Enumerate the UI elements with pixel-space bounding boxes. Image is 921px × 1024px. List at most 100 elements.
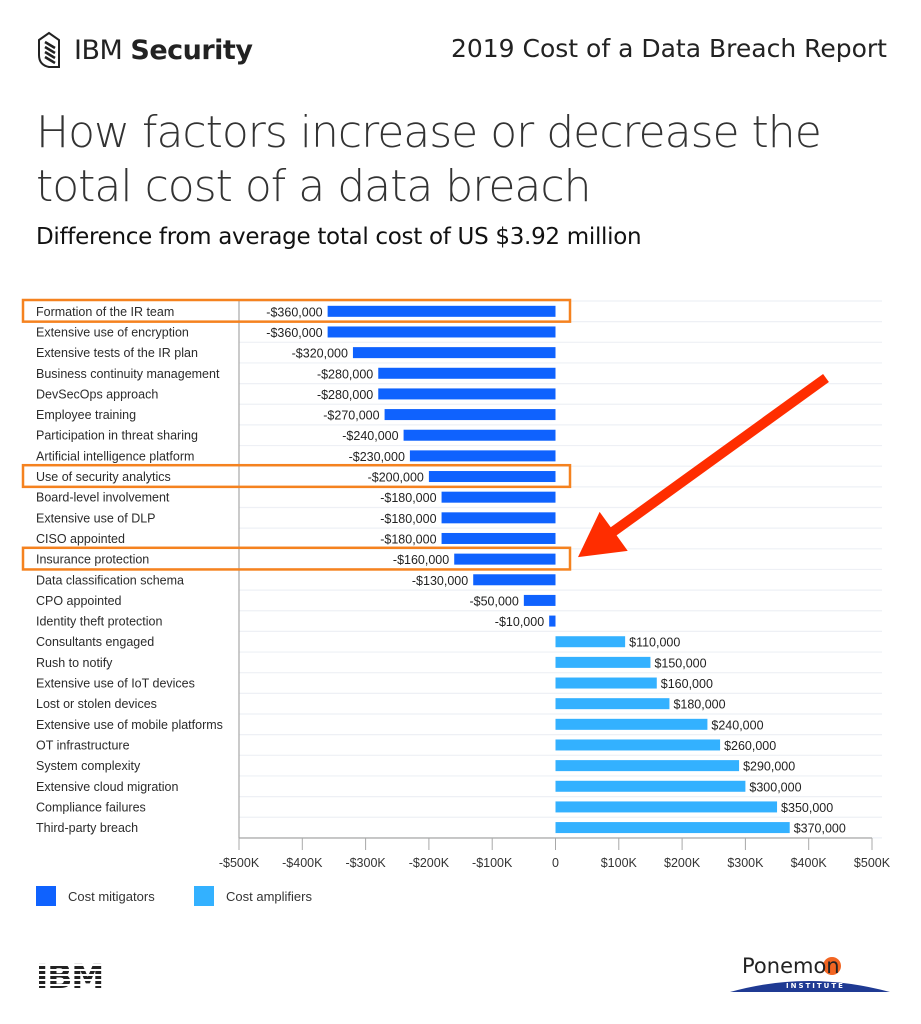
x-tick-label: $500K xyxy=(854,856,891,870)
value-label: $110,000 xyxy=(629,636,680,650)
value-label: $240,000 xyxy=(711,718,763,732)
ibm-logo: IBM xyxy=(36,960,110,992)
category-label: System complexity xyxy=(36,759,141,773)
chart-title-line1: How factors increase or decrease the xyxy=(36,107,822,158)
category-label: Rush to notify xyxy=(36,656,113,670)
bar-mitigator xyxy=(327,326,556,338)
category-label: DevSecOps approach xyxy=(36,387,158,401)
x-tick-label: -$400K xyxy=(282,856,323,870)
value-label: -$160,000 xyxy=(393,553,449,567)
legend-label: Cost mitigators xyxy=(68,889,155,904)
chart-subtitle: Difference from average total cost of US… xyxy=(36,224,642,250)
brand-security: Security xyxy=(130,34,253,66)
category-label: Insurance protection xyxy=(36,553,149,567)
x-tick-label: $300K xyxy=(727,856,764,870)
category-label: Data classification schema xyxy=(36,573,184,587)
bar-mitigator xyxy=(378,388,556,400)
bar-amplifier xyxy=(555,677,657,689)
bar-mitigator xyxy=(473,574,556,586)
bar-amplifier xyxy=(555,698,670,710)
bar-mitigator xyxy=(403,429,556,441)
value-label: -$320,000 xyxy=(292,347,348,361)
category-label: CPO appointed xyxy=(36,594,122,608)
category-label: Business continuity management xyxy=(36,367,220,381)
value-labels: -$360,000 -$360,000 -$320,000 -$280,000 -$28… xyxy=(266,305,846,835)
legend-label: Cost amplifiers xyxy=(226,889,312,904)
value-label: $370,000 xyxy=(794,822,846,836)
bar-mitigator xyxy=(327,305,556,317)
category-label: CISO appointed xyxy=(36,532,125,546)
bar-mitigator xyxy=(441,512,556,524)
value-label: $160,000 xyxy=(661,677,713,691)
bar-mitigator xyxy=(409,450,556,462)
bar-amplifier xyxy=(555,656,651,668)
bar-mitigator xyxy=(384,409,556,421)
value-label: -$270,000 xyxy=(323,409,379,423)
value-label: -$130,000 xyxy=(412,574,468,588)
arrow-icon xyxy=(578,373,829,558)
value-label: $350,000 xyxy=(781,801,833,815)
bar-mitigator xyxy=(352,347,556,359)
value-label: -$230,000 xyxy=(349,450,405,464)
value-label: -$50,000 xyxy=(469,594,518,608)
value-label: $290,000 xyxy=(743,760,795,774)
ponemon-logo-text: Ponemon xyxy=(742,954,840,978)
value-label: -$280,000 xyxy=(317,367,373,381)
value-label: $150,000 xyxy=(654,656,706,670)
bar-mitigator xyxy=(549,615,556,627)
category-label: Extensive use of mobile platforms xyxy=(36,718,223,732)
category-label: Formation of the IR team xyxy=(36,305,174,319)
report-title: 2019 Cost of a Data Breach Report xyxy=(450,34,887,63)
bar-mitigator xyxy=(454,553,556,565)
x-tick-label: $400K xyxy=(791,856,828,870)
bar-amplifier xyxy=(555,780,746,792)
x-tick-label: -$300K xyxy=(345,856,386,870)
bar-chart: Formation of the IR team Extensive use of… xyxy=(21,298,891,906)
brand-ibm: IBM xyxy=(74,34,123,66)
ponemon-sun-icon xyxy=(823,957,841,975)
x-tick-label: -$200K xyxy=(409,856,450,870)
value-label: -$280,000 xyxy=(317,388,373,402)
chart-title: How factors increase or decrease the tot… xyxy=(36,106,896,214)
category-label: Participation in threat sharing xyxy=(36,429,198,443)
legend-swatch xyxy=(36,886,56,906)
x-tick-label: $200K xyxy=(664,856,701,870)
ibm-security-logo: IBM Security xyxy=(36,30,253,70)
category-label: Extensive use of IoT devices xyxy=(36,677,195,691)
value-label: -$180,000 xyxy=(380,532,436,546)
value-label: -$240,000 xyxy=(342,429,398,443)
bar-amplifier xyxy=(555,718,708,730)
value-label: $180,000 xyxy=(673,698,725,712)
category-labels: Formation of the IR team Extensive use of… xyxy=(36,305,223,835)
legend-swatch xyxy=(194,886,214,906)
highlight-boxes xyxy=(21,298,572,571)
chart-title-line2: total cost of a data breach xyxy=(36,161,591,212)
category-label: Identity theft protection xyxy=(36,615,163,629)
value-label: -$360,000 xyxy=(266,326,322,340)
bar-mitigator xyxy=(378,367,556,379)
category-label: OT infrastructure xyxy=(36,738,130,752)
bars xyxy=(327,305,790,834)
annotation-arrow xyxy=(578,373,829,558)
bar-amplifier xyxy=(555,739,721,751)
highlight-box xyxy=(21,463,572,489)
ponemon-institute-logo: Ponemon INSTITUTE xyxy=(730,954,890,992)
ponemon-logo-subtext: INSTITUTE xyxy=(786,982,845,990)
category-label: Consultants engaged xyxy=(36,635,154,649)
value-label: $300,000 xyxy=(749,780,801,794)
category-label: Employee training xyxy=(36,408,136,422)
category-label: Lost or stolen devices xyxy=(36,697,157,711)
bar-amplifier xyxy=(555,760,740,772)
value-label: -$10,000 xyxy=(495,615,544,629)
value-label: -$180,000 xyxy=(380,491,436,505)
bar-mitigator xyxy=(441,491,556,503)
highlight-box xyxy=(21,546,572,571)
value-label: -$360,000 xyxy=(266,305,322,319)
bar-amplifier xyxy=(555,636,626,648)
category-label: Extensive use of encryption xyxy=(36,325,189,339)
category-label: Use of security analytics xyxy=(36,470,171,484)
shield-icon xyxy=(38,31,60,68)
value-label: -$180,000 xyxy=(380,512,436,526)
category-label: Artificial intelligence platform xyxy=(36,449,194,463)
x-tick-label: $100K xyxy=(601,856,638,870)
